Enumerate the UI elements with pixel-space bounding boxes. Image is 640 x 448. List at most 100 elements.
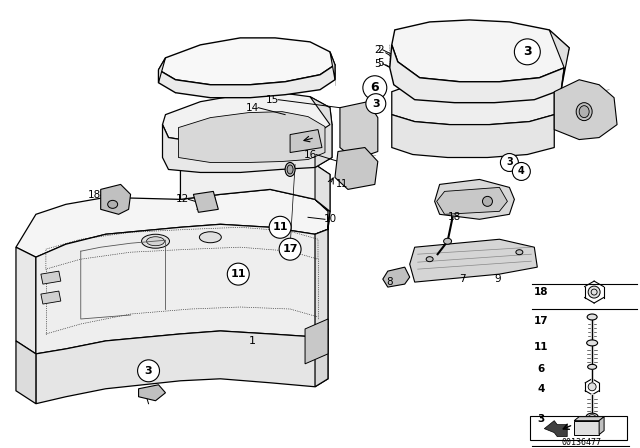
Polygon shape: [335, 147, 378, 190]
Circle shape: [227, 263, 249, 285]
Ellipse shape: [200, 232, 221, 243]
Text: 4: 4: [518, 167, 525, 177]
Polygon shape: [330, 52, 335, 80]
FancyBboxPatch shape: [531, 416, 627, 439]
Polygon shape: [392, 80, 554, 125]
Text: 11: 11: [336, 179, 348, 190]
Polygon shape: [554, 80, 617, 140]
Polygon shape: [574, 421, 599, 435]
Text: 17: 17: [534, 316, 548, 326]
Text: 11: 11: [534, 342, 548, 352]
Polygon shape: [290, 129, 322, 152]
Text: 16: 16: [303, 150, 317, 159]
Polygon shape: [599, 417, 604, 435]
Circle shape: [483, 196, 492, 207]
Polygon shape: [340, 102, 378, 159]
Polygon shape: [159, 58, 166, 83]
Circle shape: [588, 383, 596, 391]
Polygon shape: [549, 30, 569, 90]
Ellipse shape: [287, 165, 293, 174]
Circle shape: [513, 163, 531, 181]
Polygon shape: [390, 45, 564, 103]
Ellipse shape: [426, 257, 433, 262]
Text: 6: 6: [538, 364, 545, 374]
Polygon shape: [435, 180, 515, 220]
Polygon shape: [16, 341, 36, 404]
Text: 3: 3: [523, 45, 532, 58]
Circle shape: [515, 39, 540, 65]
Ellipse shape: [516, 250, 523, 255]
Ellipse shape: [108, 200, 118, 208]
Text: 17: 17: [282, 244, 298, 254]
Text: 7: 7: [460, 274, 466, 284]
Ellipse shape: [147, 237, 164, 246]
Polygon shape: [410, 239, 538, 282]
Polygon shape: [41, 271, 61, 284]
Text: 3: 3: [372, 99, 380, 109]
Polygon shape: [315, 329, 328, 387]
Polygon shape: [180, 155, 330, 211]
Ellipse shape: [444, 238, 452, 244]
Polygon shape: [163, 93, 332, 142]
Text: 11: 11: [273, 222, 288, 232]
Ellipse shape: [141, 234, 170, 248]
Text: 14: 14: [246, 103, 259, 112]
Text: 1: 1: [249, 336, 256, 346]
Circle shape: [588, 286, 600, 298]
Polygon shape: [392, 20, 569, 82]
Text: 18: 18: [534, 287, 548, 297]
Circle shape: [279, 238, 301, 260]
Text: 12: 12: [176, 194, 189, 204]
Text: 4: 4: [538, 384, 545, 394]
Polygon shape: [436, 187, 508, 214]
Circle shape: [363, 76, 387, 100]
Circle shape: [366, 94, 386, 114]
Text: 00136477: 00136477: [561, 438, 601, 447]
Polygon shape: [16, 190, 330, 257]
Text: 9: 9: [494, 274, 500, 284]
Ellipse shape: [579, 106, 589, 118]
Text: 18: 18: [448, 212, 461, 222]
Text: 6: 6: [371, 81, 379, 94]
Text: 3: 3: [506, 158, 513, 168]
Polygon shape: [159, 38, 335, 85]
Ellipse shape: [587, 340, 598, 346]
Text: 2: 2: [374, 45, 381, 55]
Polygon shape: [310, 97, 332, 168]
Polygon shape: [36, 224, 328, 354]
Text: 8: 8: [387, 277, 393, 287]
Ellipse shape: [576, 103, 592, 121]
Polygon shape: [392, 115, 554, 158]
Ellipse shape: [285, 163, 295, 177]
Circle shape: [500, 154, 518, 172]
Polygon shape: [159, 65, 335, 98]
Polygon shape: [139, 385, 166, 401]
Text: 3: 3: [145, 366, 152, 376]
Ellipse shape: [588, 364, 596, 369]
Polygon shape: [179, 112, 325, 163]
Polygon shape: [574, 417, 604, 421]
Polygon shape: [163, 125, 332, 172]
Text: 15: 15: [266, 95, 279, 105]
Polygon shape: [41, 291, 61, 304]
Text: 5: 5: [378, 58, 384, 68]
Polygon shape: [315, 199, 330, 337]
Ellipse shape: [586, 413, 598, 420]
Polygon shape: [383, 267, 410, 287]
Text: 11: 11: [230, 269, 246, 279]
Text: 18: 18: [88, 190, 101, 200]
Text: 2: 2: [378, 45, 384, 55]
Polygon shape: [100, 185, 131, 214]
Circle shape: [269, 216, 291, 238]
Circle shape: [138, 360, 159, 382]
Text: 3: 3: [538, 414, 545, 424]
Ellipse shape: [587, 314, 597, 320]
Polygon shape: [315, 164, 330, 211]
Text: 10: 10: [323, 214, 337, 224]
Text: 5: 5: [374, 59, 381, 69]
Polygon shape: [305, 319, 328, 364]
Polygon shape: [544, 421, 567, 437]
Polygon shape: [193, 191, 218, 212]
Polygon shape: [16, 247, 36, 354]
Polygon shape: [36, 329, 328, 404]
